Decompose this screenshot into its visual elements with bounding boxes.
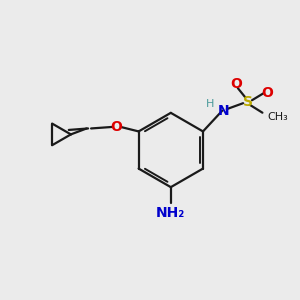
Text: O: O <box>110 120 122 134</box>
Text: O: O <box>261 86 273 100</box>
Text: H: H <box>206 99 214 109</box>
Text: NH₂: NH₂ <box>156 206 185 220</box>
Text: N: N <box>218 103 230 118</box>
Text: CH₃: CH₃ <box>268 112 288 122</box>
Text: O: O <box>230 77 242 92</box>
Text: S: S <box>243 95 253 109</box>
